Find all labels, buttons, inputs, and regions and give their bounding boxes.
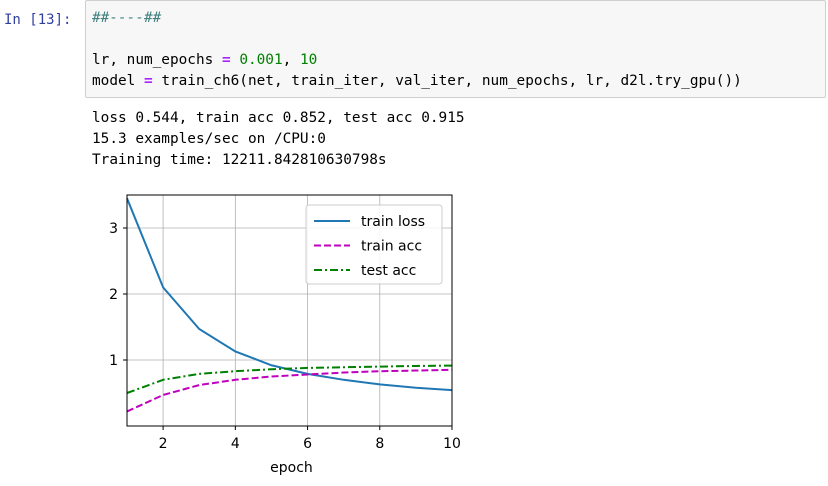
code-line-3: model = train_ch6(net, train_iter, val_i… — [92, 73, 742, 89]
legend-label: train acc — [361, 239, 422, 255]
cell-prompt: In [13]: — [4, 12, 72, 28]
code-text: , — [282, 52, 300, 68]
code-text: train_ch6(net, train_iter, val_iter, num… — [152, 73, 742, 89]
plot-frame — [126, 194, 453, 427]
code-line-2: lr, num_epochs = 0.001, 10 — [92, 52, 317, 68]
y-tick-label: 1 — [109, 353, 118, 369]
x-axis-label: epoch — [270, 460, 313, 476]
legend-box — [305, 204, 443, 285]
legend-label: test acc — [361, 263, 416, 279]
x-tick-label: 6 — [303, 436, 312, 452]
code-text: lr, num_epochs — [92, 52, 222, 68]
code-input-area[interactable]: ##----## lr, num_epochs = 0.001, 10 mode… — [85, 0, 826, 98]
code-number: 0.001 — [239, 52, 283, 68]
x-tick-label: 8 — [375, 436, 384, 452]
y-tick-label: 2 — [109, 287, 118, 303]
y-tick-label: 3 — [109, 221, 118, 237]
x-tick-label: 10 — [443, 436, 461, 452]
series-line-test-acc — [126, 364, 453, 394]
series-line-train-acc — [126, 368, 453, 413]
code-comment: ##----## — [92, 10, 162, 26]
output-line-1: loss 0.544, train acc 0.852, test acc 0.… — [92, 110, 465, 126]
code-line-1: ##----## — [92, 10, 161, 26]
code-operator: = — [143, 73, 153, 89]
code-text: model — [92, 73, 144, 89]
x-tick-label: 4 — [231, 436, 240, 452]
output-line-3: Training time: 12211.842810630798s — [92, 152, 387, 168]
legend-label: train loss — [361, 214, 425, 230]
code-operator: = — [221, 52, 231, 68]
code-number: 10 — [299, 52, 318, 68]
output-line-2: 15.3 examples/sec on /CPU:0 — [92, 131, 326, 147]
x-tick-label: 2 — [159, 436, 168, 452]
